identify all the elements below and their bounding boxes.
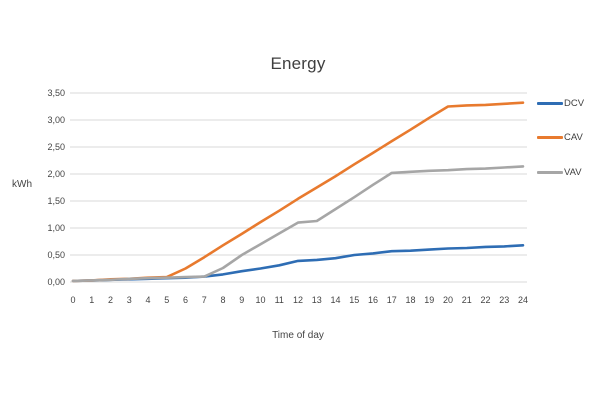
x-tick-label: 3	[126, 295, 132, 305]
x-tick-label: 9	[239, 295, 245, 305]
x-tick-label: 12	[292, 295, 303, 305]
legend-label: VAV	[564, 166, 582, 178]
x-tick-label: 17	[386, 295, 397, 305]
legend-label: DCV	[564, 97, 585, 109]
x-tick-label: 10	[255, 295, 266, 305]
x-tick-label: 14	[330, 295, 341, 305]
x-tick-label: 19	[424, 295, 435, 305]
x-tick-label: 21	[461, 295, 472, 305]
y-tick-label: 0,00	[47, 276, 65, 287]
legend-line-swatch	[537, 170, 563, 174]
x-tick-label: 0	[70, 295, 76, 305]
y-tick-label: 3,00	[47, 114, 65, 125]
legend-item-vav: VAV	[537, 166, 582, 178]
legend-item-dcv: DCV	[537, 97, 584, 109]
x-tick-label: 8	[220, 295, 226, 305]
y-axis-tick-labels: 0,00 0,50 1,00 1,50 2,00 2,50 3,00 3,50	[25, 0, 65, 300]
x-tick-label: 22	[480, 295, 491, 305]
y-tick-label: 1,50	[47, 195, 65, 206]
x-tick-label: 7	[201, 295, 207, 305]
y-tick-label: 1,00	[47, 222, 65, 233]
x-tick-label: 24	[517, 295, 528, 305]
x-axis-title: Time of day	[272, 330, 324, 341]
x-tick-label: 5	[164, 295, 170, 305]
x-tick-label: 4	[145, 295, 151, 305]
legend-label: CAV	[564, 132, 583, 143]
x-axis-tick-labels: 0 1 2 3 4 5 6 7 8 9 10 11 12 13 14 15 16 17 18 19 20 21 22 23 24	[70, 295, 528, 305]
x-tick-label: 23	[499, 295, 510, 305]
x-tick-label: 13	[311, 295, 322, 305]
x-tick-label: 18	[405, 295, 416, 305]
x-tick-label: 16	[367, 295, 378, 305]
x-tick-label: 6	[182, 295, 188, 305]
x-tick-label: 2	[107, 295, 113, 305]
legend-line-swatch	[537, 136, 563, 139]
series-line-vav	[71, 165, 525, 283]
y-tick-label: 3,50	[47, 87, 65, 98]
x-tick-label: 1	[89, 295, 95, 305]
x-tick-label: 15	[349, 295, 360, 305]
y-tick-label: 2,50	[47, 141, 65, 152]
y-tick-label: 2,00	[47, 168, 65, 179]
x-tick-label: 20	[442, 295, 453, 305]
x-tick-label: 11	[274, 295, 284, 305]
y-axis-title: kWh	[12, 179, 32, 190]
y-tick-label: 0,50	[47, 249, 65, 260]
legend-item-cav: CAV	[537, 132, 583, 144]
chart-title: Energy	[270, 54, 326, 73]
legend-line-swatch	[537, 101, 563, 105]
